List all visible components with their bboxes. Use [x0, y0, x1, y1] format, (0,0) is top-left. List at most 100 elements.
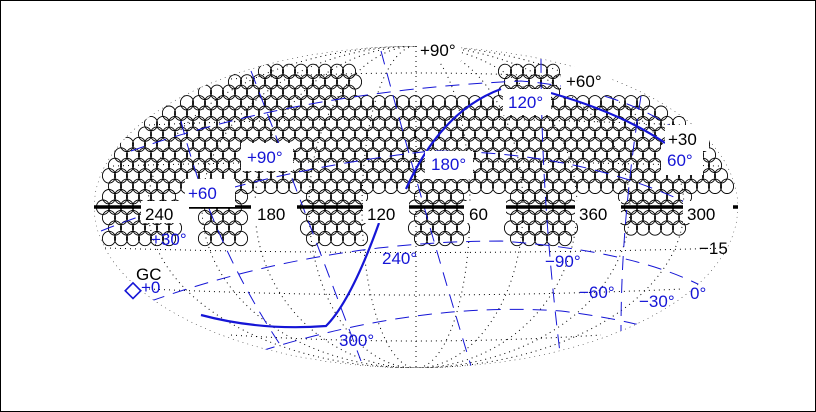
survey-field: [515, 178, 531, 194]
survey-field: [191, 95, 207, 111]
survey-field: [569, 147, 585, 163]
survey-field: [425, 105, 441, 121]
survey-field: [107, 178, 123, 194]
survey-field: [425, 189, 441, 205]
survey-field: [209, 230, 225, 247]
survey-field: [329, 209, 345, 226]
survey-field: [389, 168, 405, 184]
survey-field: [353, 126, 369, 142]
survey-field: [191, 136, 207, 153]
survey-field: [335, 95, 351, 111]
survey-field: [275, 178, 291, 194]
survey-field: [257, 63, 273, 80]
survey-field: [287, 74, 303, 90]
survey-field: [533, 230, 549, 247]
survey-field: [521, 168, 537, 184]
survey-field: [503, 157, 519, 174]
survey-field: [623, 136, 639, 153]
survey-field: [149, 147, 165, 163]
survey-field: [533, 168, 549, 184]
survey-field: [425, 126, 441, 142]
survey-field: [335, 178, 351, 194]
survey-field: [293, 147, 309, 163]
survey-field: [179, 95, 195, 111]
survey-field: [263, 178, 279, 194]
survey-field: [539, 178, 555, 194]
survey-field: [635, 95, 651, 111]
survey-field: [161, 147, 177, 163]
survey-field: [119, 157, 135, 174]
survey-field: [281, 63, 297, 80]
survey-field: [617, 126, 633, 142]
survey-field: [545, 147, 561, 163]
survey-field: [425, 230, 441, 247]
survey-field: [473, 168, 489, 184]
survey-field: [239, 178, 255, 194]
survey-field: [221, 209, 237, 226]
survey-field: [161, 105, 177, 121]
survey-field: [545, 230, 561, 247]
survey-field: [521, 63, 537, 80]
survey-field: [611, 136, 627, 153]
survey-field: [305, 168, 321, 184]
survey-field: [515, 115, 531, 132]
survey-field: [215, 220, 231, 236]
survey-field: [155, 136, 171, 153]
survey-field: [389, 105, 405, 121]
survey-field: [509, 189, 525, 205]
survey-field: [305, 189, 321, 205]
survey-field: [221, 105, 237, 121]
survey-field: [251, 178, 267, 194]
survey-field: [455, 178, 471, 194]
survey-field: [125, 230, 141, 247]
survey-field: [299, 95, 315, 111]
survey-field: [329, 84, 345, 100]
survey-field: [197, 230, 213, 247]
survey-field: [311, 157, 327, 174]
survey-field: [323, 95, 339, 111]
survey-field: [359, 95, 375, 111]
survey-field: [311, 115, 327, 132]
dec-plus60-label: +60°: [566, 72, 602, 91]
survey-field: [323, 220, 339, 236]
survey-field: [521, 189, 537, 205]
survey-field: [335, 220, 351, 236]
survey-field: [419, 115, 435, 132]
survey-field: [203, 136, 219, 153]
survey-field: [347, 74, 363, 90]
survey-field: [227, 220, 243, 236]
survey-field: [575, 136, 591, 153]
survey-field: [371, 157, 387, 174]
survey-field: [707, 178, 723, 194]
survey-field: [527, 220, 543, 236]
survey-field: [107, 220, 123, 236]
survey-field: [545, 209, 561, 226]
survey-field: [623, 220, 639, 236]
survey-field: [599, 95, 615, 111]
survey-field: [383, 95, 399, 111]
survey-field: [551, 220, 567, 236]
survey-field: [539, 74, 555, 90]
survey-field: [647, 220, 663, 236]
survey-field: [341, 147, 357, 163]
survey-field: [209, 126, 225, 142]
survey-field: [503, 74, 519, 90]
survey-field: [647, 178, 663, 194]
gb-minus30-label: −30°: [639, 292, 675, 311]
survey-field: [197, 147, 213, 163]
survey-field: [437, 230, 453, 247]
survey-field: [593, 147, 609, 163]
gb-plus60-label: +60: [188, 184, 217, 203]
survey-field: [173, 105, 189, 121]
survey-field: [137, 126, 153, 142]
survey-field: [233, 189, 249, 205]
survey-field: [533, 147, 549, 163]
survey-field: [317, 209, 333, 226]
survey-field: [329, 189, 345, 205]
survey-field: [245, 126, 261, 142]
survey-field: [341, 168, 357, 184]
survey-field: [329, 230, 345, 247]
survey-field: [443, 115, 459, 132]
survey-field: [641, 168, 657, 184]
survey-field: [497, 63, 513, 80]
